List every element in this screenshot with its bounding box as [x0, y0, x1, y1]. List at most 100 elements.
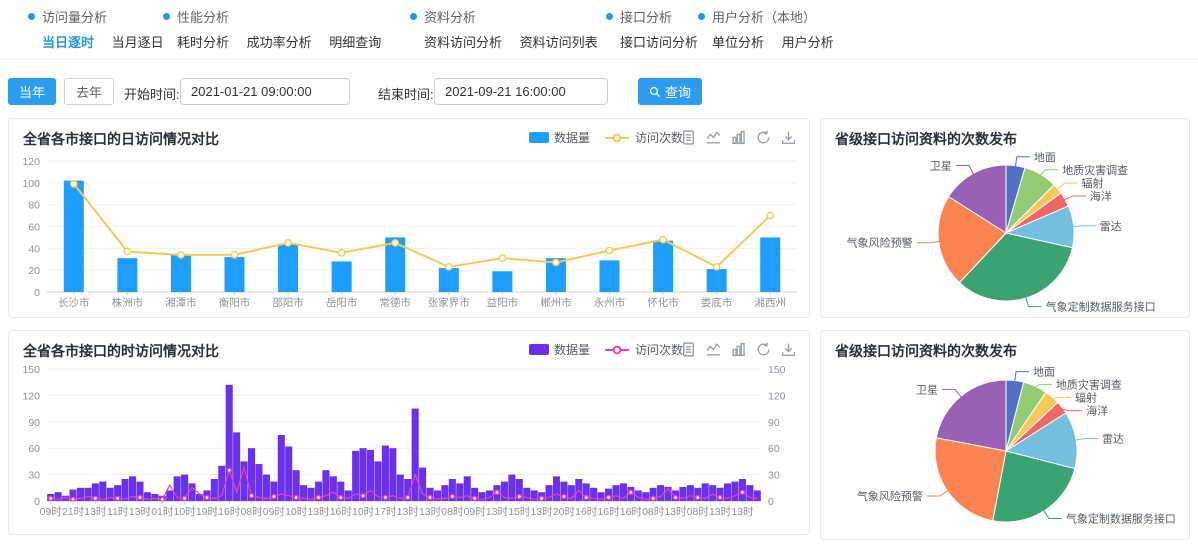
legend-line-marker — [604, 345, 630, 355]
svg-text:10时: 10时 — [285, 506, 308, 518]
line-chart-icon[interactable] — [705, 341, 722, 358]
svg-text:60: 60 — [28, 222, 40, 234]
nav-group-traffic: 访问量分析 当日逐时 当月逐日 — [28, 7, 178, 51]
nav-group-title: 性能分析 — [163, 7, 395, 26]
nav-group-title: 用户分析（本地） — [698, 7, 848, 26]
chart-toolbox — [672, 129, 797, 146]
svg-text:湘西州: 湘西州 — [754, 296, 786, 309]
svg-text:永州市: 永州市 — [594, 296, 626, 309]
nav-group-label: 性能分析 — [177, 7, 229, 26]
svg-text:08时: 08时 — [687, 506, 710, 518]
svg-text:13时: 13时 — [531, 506, 554, 518]
svg-text:13时: 13时 — [307, 506, 330, 518]
svg-text:雷达: 雷达 — [1100, 220, 1122, 233]
svg-text:80: 80 — [28, 200, 40, 212]
legend-bar-swatch — [529, 132, 549, 143]
hourly-bar-line-chart: 0030306060909012012015015009时21时13时11时13… — [9, 359, 809, 533]
restore-icon[interactable] — [755, 129, 772, 146]
nav-item-data-access-analysis[interactable]: 资料访问分析 — [424, 35, 502, 50]
nav-item-unit-analysis[interactable]: 单位分析 — [712, 35, 764, 50]
legend-item-data-volume[interactable]: 数据量 — [529, 129, 590, 146]
svg-text:150: 150 — [768, 364, 786, 376]
svg-text:20时: 20时 — [553, 506, 576, 518]
nav-item-data-access-list[interactable]: 资料访问列表 — [520, 35, 598, 50]
svg-text:雷达: 雷达 — [1102, 432, 1124, 445]
svg-text:地面: 地面 — [1034, 151, 1056, 164]
svg-text:海洋: 海洋 — [1086, 404, 1108, 418]
bullet-dot-icon — [698, 13, 705, 20]
nav-group-title: 接口分析 — [606, 7, 712, 26]
svg-text:常德市: 常德市 — [379, 296, 411, 309]
line-chart-icon[interactable] — [705, 129, 722, 146]
nav-item-time-cost[interactable]: 耗时分析 — [177, 35, 229, 50]
download-icon[interactable] — [780, 341, 797, 358]
province-access-pie-chart: 地面地质灾害调查辐射海洋雷达气象定制数据服务接口气象风险预警卫星 — [821, 147, 1189, 317]
nav-item-interface-access[interactable]: 接口访问分析 — [620, 35, 698, 50]
svg-text:地质灾害调查: 地质灾害调查 — [1062, 163, 1128, 177]
nav-item-detail-query[interactable]: 明细查询 — [329, 35, 381, 50]
nav-group-label: 接口分析 — [620, 7, 672, 26]
nav-group-data: 资料分析 资料访问分析 资料访问列表 — [410, 7, 612, 51]
bar-chart-icon[interactable] — [730, 341, 747, 358]
svg-text:09时: 09时 — [40, 506, 63, 518]
start-time-input[interactable] — [180, 78, 350, 105]
end-time-input[interactable] — [434, 78, 608, 105]
svg-text:16时: 16时 — [575, 506, 598, 518]
restore-icon[interactable] — [755, 341, 772, 358]
svg-text:长沙市: 长沙市 — [58, 296, 90, 309]
hourly-chart-title: 全省各市接口的时访问情况对比 — [23, 341, 219, 361]
nav-item-hourly-today[interactable]: 当日逐时 — [42, 35, 94, 50]
nav-group-interface: 接口分析 接口访问分析 — [606, 7, 712, 51]
nav-group-label: 资料分析 — [424, 7, 476, 26]
svg-text:气象定制数据服务接口: 气象定制数据服务接口 — [1066, 512, 1176, 526]
svg-text:衡阳市: 衡阳市 — [219, 296, 251, 309]
daily-bar-line-chart: 020406080100120长沙市株洲市湘潭市衡阳市邵阳市岳阳市常德市张家界市… — [9, 147, 809, 317]
legend-bar-swatch — [529, 344, 549, 355]
svg-text:120: 120 — [22, 390, 40, 402]
data-view-icon[interactable] — [680, 341, 697, 358]
svg-text:09时: 09时 — [263, 506, 286, 518]
chart-toolbox — [672, 341, 797, 358]
nav-group-label: 用户分析（本地） — [712, 7, 816, 26]
legend-label: 数据量 — [554, 129, 590, 146]
svg-text:气象风险预警: 气象风险预警 — [857, 489, 923, 503]
nav-item-daily-month[interactable]: 当月逐日 — [112, 35, 164, 50]
bar-chart-icon[interactable] — [730, 129, 747, 146]
dashboard-root: 访问量分析 当日逐时 当月逐日 性能分析 耗时分析 成功率分析 明细查询 资料分… — [0, 0, 1198, 547]
svg-text:30: 30 — [28, 470, 40, 482]
last-year-button[interactable]: 去年 — [64, 78, 114, 105]
download-icon[interactable] — [780, 129, 797, 146]
bullet-dot-icon — [163, 13, 170, 20]
svg-text:120: 120 — [768, 390, 786, 402]
nav-group-title: 资料分析 — [410, 7, 612, 26]
nav-item-user-analysis[interactable]: 用户分析 — [782, 35, 834, 50]
svg-text:海洋: 海洋 — [1090, 189, 1112, 203]
pie1-title: 省级接口访问资料的次数发布 — [835, 129, 1017, 149]
svg-text:100: 100 — [22, 178, 40, 190]
svg-text:01时: 01时 — [151, 506, 174, 518]
svg-text:16时: 16时 — [218, 506, 241, 518]
svg-text:120: 120 — [22, 156, 40, 168]
daily-access-panel: 全省各市接口的日访问情况对比 数据量 访问次数 020406080100120长… — [8, 118, 810, 318]
end-time-label: 结束时间: — [378, 84, 434, 103]
svg-text:60: 60 — [28, 443, 40, 455]
this-year-button[interactable]: 当年 — [8, 78, 56, 105]
pie2-title: 省级接口访问资料的次数发布 — [835, 341, 1017, 361]
svg-text:卫星: 卫星 — [916, 383, 938, 396]
svg-text:30: 30 — [768, 470, 780, 482]
search-button[interactable]: 查询 — [638, 78, 702, 105]
svg-text:地质灾害调查: 地质灾害调查 — [1056, 378, 1122, 392]
svg-text:16时: 16时 — [597, 506, 620, 518]
province-access-pie-chart: 地面地质灾害调查辐射海洋雷达气象定制数据服务接口气象风险预警卫星 — [821, 359, 1189, 539]
data-view-icon[interactable] — [680, 129, 697, 146]
svg-text:13时: 13时 — [731, 506, 754, 518]
legend-item-data-volume[interactable]: 数据量 — [529, 341, 590, 358]
svg-text:20: 20 — [28, 265, 40, 277]
nav-item-success-rate[interactable]: 成功率分析 — [247, 35, 312, 50]
top-nav: 访问量分析 当日逐时 当月逐日 性能分析 耗时分析 成功率分析 明细查询 资料分… — [0, 0, 1198, 60]
svg-text:娄底市: 娄底市 — [701, 296, 733, 309]
svg-text:辐射: 辐射 — [1075, 391, 1097, 405]
svg-text:13时: 13时 — [84, 506, 107, 518]
daily-chart-title: 全省各市接口的日访问情况对比 — [23, 129, 219, 149]
svg-text:益阳市: 益阳市 — [487, 296, 519, 309]
